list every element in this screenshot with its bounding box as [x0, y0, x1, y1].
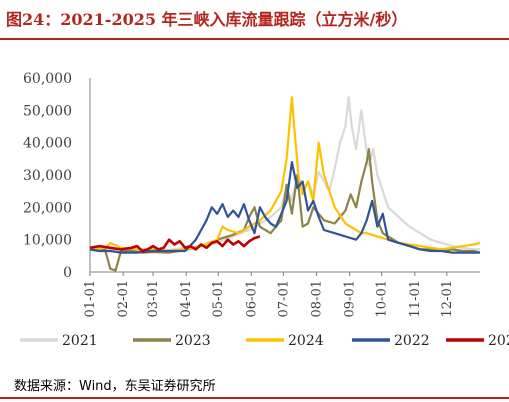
- x-tick-label: 02-01: [116, 280, 131, 317]
- x-tick-label: 09-01: [343, 280, 358, 317]
- x-tick-label: 01-01: [83, 280, 98, 317]
- x-tick-label: 11-01: [408, 280, 423, 317]
- y-tick-label: 30,000: [23, 168, 72, 184]
- page-title: 图24：2021-2025 年三峡入库流量跟踪（立方米/秒）: [6, 10, 408, 29]
- x-tick-label: 10-01: [375, 280, 390, 317]
- y-tick-label: 60,000: [23, 71, 72, 87]
- x-tick-label: 04-01: [179, 280, 194, 317]
- line-chart: 0 10,000 20,000 30,000 40,000 50,000 60,000 01-…: [20, 71, 509, 349]
- legend-label-2025: 2025: [488, 333, 509, 349]
- legend-label-2024: 2024: [288, 333, 324, 349]
- series-line-2024: [89, 96, 481, 253]
- x-tick-label: 08-01: [310, 280, 325, 317]
- x-tick-label: 05-01: [211, 280, 226, 317]
- legend-label-2022: 2022: [394, 333, 430, 349]
- x-tick-label: 07-01: [276, 280, 291, 317]
- series-line-2025: [89, 235, 261, 253]
- series-line-2022: [89, 160, 480, 254]
- y-tick-label: 20,000: [23, 200, 72, 216]
- bottom-rule: [0, 397, 509, 399]
- legend-label-2021: 2021: [62, 333, 98, 349]
- x-tick-label: 12-01: [440, 280, 455, 317]
- y-tick-label: 0: [63, 265, 72, 281]
- title-bar: 图24：2021-2025 年三峡入库流量跟踪（立方米/秒）: [0, 0, 509, 40]
- source-note: 数据来源：Wind，东吴证券研究所: [14, 379, 216, 394]
- x-tick-label: 03-01: [146, 280, 161, 317]
- y-tick-label: 50,000: [23, 103, 72, 119]
- x-tick-label: 06-01: [244, 280, 259, 317]
- legend-label-2023: 2023: [175, 333, 211, 349]
- y-tick-label: 10,000: [23, 233, 72, 249]
- y-tick-label: 40,000: [23, 136, 72, 152]
